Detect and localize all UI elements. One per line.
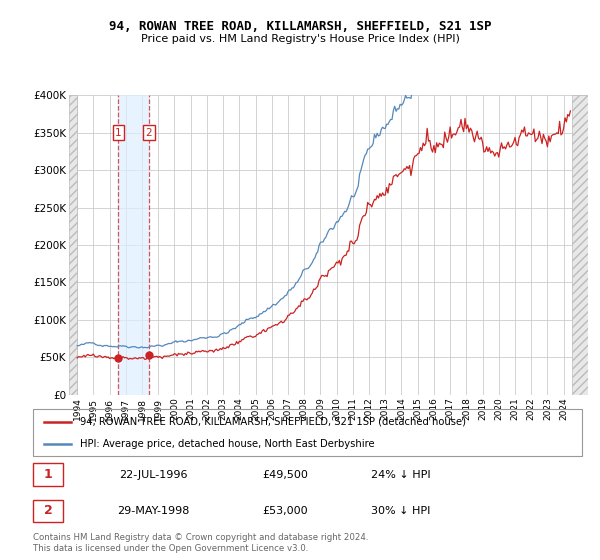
FancyBboxPatch shape (33, 464, 63, 486)
Text: 2: 2 (44, 505, 52, 517)
Text: 29-MAY-1998: 29-MAY-1998 (118, 506, 190, 516)
Text: Price paid vs. HM Land Registry's House Price Index (HPI): Price paid vs. HM Land Registry's House … (140, 34, 460, 44)
Text: 1: 1 (44, 468, 52, 481)
Text: HPI: Average price, detached house, North East Derbyshire: HPI: Average price, detached house, Nort… (80, 438, 374, 449)
Text: 1: 1 (115, 128, 122, 138)
Text: 94, ROWAN TREE ROAD, KILLAMARSH, SHEFFIELD, S21 1SP: 94, ROWAN TREE ROAD, KILLAMARSH, SHEFFIE… (109, 20, 491, 32)
Text: 2: 2 (145, 128, 152, 138)
Text: Contains HM Land Registry data © Crown copyright and database right 2024.
This d: Contains HM Land Registry data © Crown c… (33, 533, 368, 553)
Text: 30% ↓ HPI: 30% ↓ HPI (371, 506, 431, 516)
Text: £49,500: £49,500 (263, 470, 308, 479)
Text: 94, ROWAN TREE ROAD, KILLAMARSH, SHEFFIELD, S21 1SP (detached house): 94, ROWAN TREE ROAD, KILLAMARSH, SHEFFIE… (80, 417, 466, 427)
Bar (572, 95, 588, 395)
Text: 22-JUL-1996: 22-JUL-1996 (119, 470, 188, 479)
Bar (118, 95, 149, 395)
FancyBboxPatch shape (33, 500, 63, 522)
Text: £53,000: £53,000 (263, 506, 308, 516)
Text: 24% ↓ HPI: 24% ↓ HPI (371, 470, 431, 479)
Bar (69, 95, 77, 395)
